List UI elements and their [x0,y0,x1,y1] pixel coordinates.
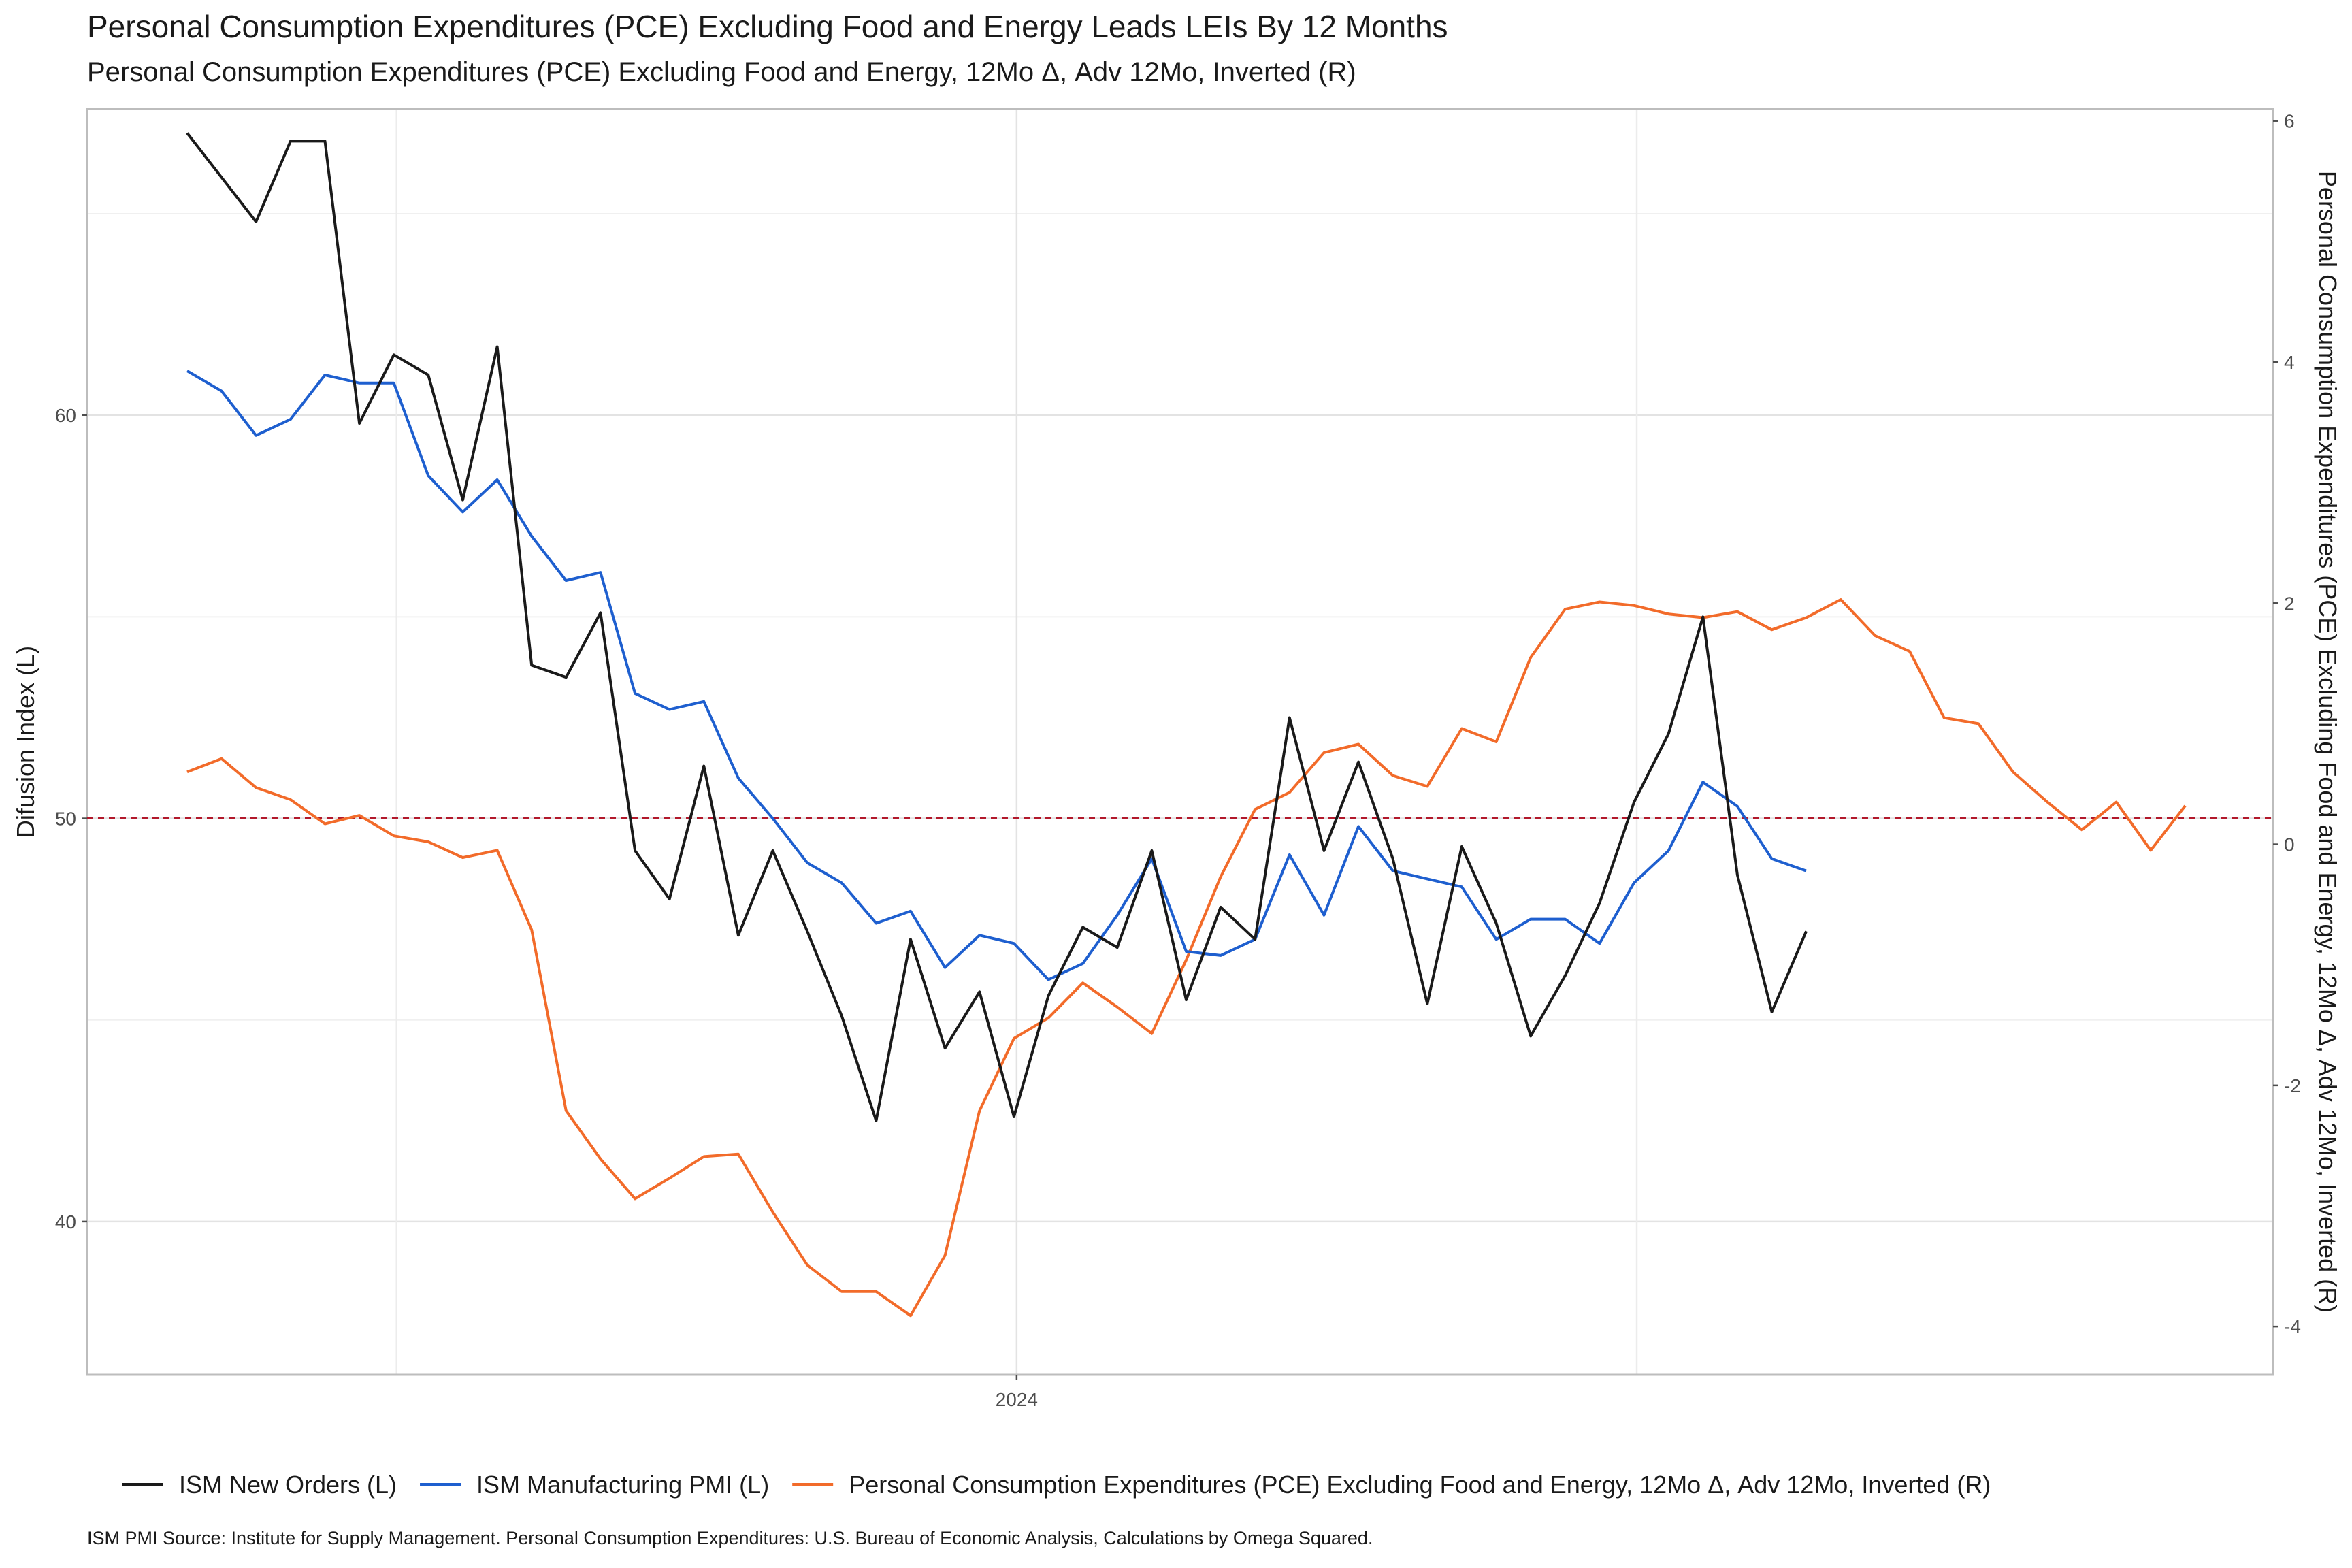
left-tick-label: 60 [55,405,76,426]
left-tick-label: 50 [55,808,76,830]
right-tick-label: 6 [2284,111,2295,132]
left-axis-ticks: 40 50 60 [55,405,87,1232]
legend-label-1: ISM Manufacturing PMI (L) [476,1471,769,1499]
left-axis-title: Difusion Index (L) [12,646,39,838]
source-caption: ISM PMI Source: Institute for Supply Man… [87,1528,1373,1548]
legend-label-0: ISM New Orders (L) [179,1471,397,1499]
right-tick-label: -4 [2284,1316,2301,1337]
series-lines [186,132,2187,1318]
x-tick-label: 2024 [996,1389,1038,1410]
right-tick-label: 2 [2284,593,2295,614]
left-tick-label: 40 [55,1211,76,1232]
right-axis-title: Personal Consumption Expenditures (PCE) … [2314,171,2342,1313]
chart-subtitle: Personal Consumption Expenditures (PCE) … [87,57,1356,87]
x-axis-ticks: 2024 [996,1375,1038,1410]
right-tick-label: 4 [2284,352,2295,373]
legend: ISM New Orders (L) ISM Manufacturing PMI … [122,1471,1991,1499]
right-axis-ticks: -4 -2 0 2 4 6 [2273,111,2301,1337]
right-tick-label: -2 [2284,1075,2301,1096]
series-line-0 [186,132,1808,1122]
chart-title: Personal Consumption Expenditures (PCE) … [87,9,1448,44]
right-tick-label: 0 [2284,834,2295,855]
series-line-2 [186,598,2187,1318]
grid-lines [87,109,2273,1375]
legend-label-2: Personal Consumption Expenditures (PCE) … [849,1471,1991,1499]
plot-panel-border [86,108,2274,1376]
series-line-1 [186,370,1807,981]
